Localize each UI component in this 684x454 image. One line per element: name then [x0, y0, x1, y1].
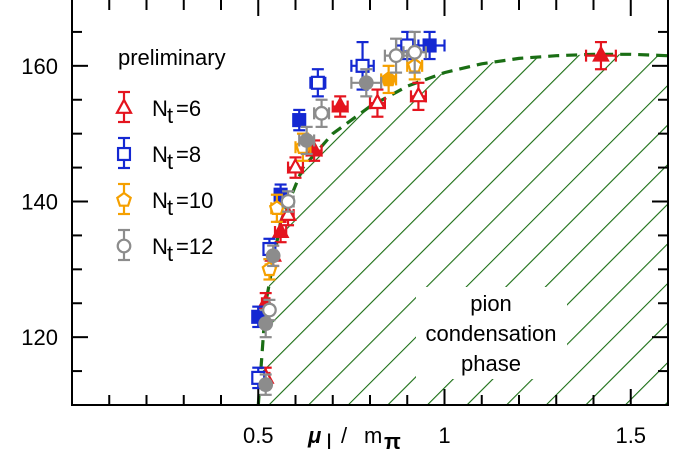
marker-pentagon — [116, 191, 132, 207]
data-point — [280, 190, 296, 213]
data-point — [350, 68, 383, 98]
legend-label-main: N — [152, 188, 168, 213]
data-point — [584, 40, 617, 71]
legend-title: preliminary — [118, 45, 226, 70]
data-points-layer — [251, 30, 617, 396]
marker-circle — [116, 238, 132, 254]
legend-label-sub: t — [167, 195, 173, 220]
marker-square — [116, 146, 132, 162]
legend-label-main: N — [152, 96, 168, 121]
x-label-m-sub: π — [384, 429, 401, 454]
axis-ticks — [72, 0, 668, 405]
x-label-slash: / — [341, 423, 348, 448]
y-tick-label: 120 — [21, 325, 58, 350]
annotation-background — [416, 287, 567, 379]
legend-label-sub: t — [167, 149, 173, 174]
marker-triangle — [592, 45, 610, 62]
phase-region-layer — [256, 52, 668, 405]
marker-circle — [258, 377, 274, 393]
marker-square — [422, 38, 437, 53]
x-label-m: m — [364, 423, 382, 448]
marker-circle — [280, 194, 296, 209]
marker-square — [292, 113, 307, 128]
series-nt-8 — [251, 30, 446, 390]
marker-square — [355, 58, 370, 73]
plot-frame — [71, 0, 669, 406]
data-point — [262, 298, 277, 322]
x-label-mu-sub: I — [326, 429, 332, 454]
data-point — [258, 373, 274, 396]
marker-circle — [314, 105, 329, 121]
marker-triangle — [115, 97, 133, 114]
annotation-line-2: condensation — [426, 321, 557, 346]
data-point — [265, 244, 281, 268]
annotation-line-3: phase — [461, 351, 521, 376]
data-point — [331, 95, 350, 118]
legend-label-main: N — [152, 142, 168, 167]
legend-label-sub: t — [167, 241, 173, 266]
marker-pentagon — [380, 71, 397, 87]
y-tick-label: 160 — [21, 54, 58, 79]
marker-circle — [388, 48, 404, 64]
marker-circle — [407, 44, 423, 60]
marker-circle — [265, 248, 281, 264]
y-tick-label: 140 — [21, 190, 58, 215]
x-tick-label: 0.5 — [243, 423, 274, 448]
annotation-line-1: pion — [470, 291, 512, 316]
marker-circle — [358, 75, 374, 91]
legend-label-main: N — [152, 234, 168, 259]
phase-annotation: pion condensation phase — [426, 291, 557, 376]
series-nt-12 — [258, 30, 427, 396]
marker-circle — [262, 302, 277, 318]
legend-label-value: =12 — [176, 234, 213, 259]
data-point — [286, 156, 305, 179]
x-tick-label: 1.5 — [615, 423, 646, 448]
marker-triangle — [271, 221, 290, 238]
data-point — [292, 108, 307, 132]
x-tick-label: 1 — [438, 423, 450, 448]
data-point — [402, 30, 427, 74]
marker-triangle — [409, 86, 428, 103]
legend-label-value: =8 — [176, 142, 201, 167]
marker-triangle — [368, 92, 387, 110]
marker-circle — [299, 133, 315, 148]
marker-triangle — [286, 157, 305, 174]
x-label-mu: μ — [307, 423, 321, 448]
data-point — [313, 98, 331, 128]
legend-label-value: =6 — [176, 96, 201, 121]
data-point — [368, 88, 387, 118]
data-point — [409, 81, 428, 112]
data-point — [380, 64, 398, 95]
x-axis-label: μ I / m π — [307, 423, 401, 454]
marker-triangle — [279, 204, 297, 221]
legend-label-sub: t — [167, 103, 173, 128]
phase-boundary-line — [256, 52, 668, 405]
marker-triangle — [331, 96, 350, 113]
marker-square — [310, 75, 325, 90]
data-point — [298, 125, 316, 156]
legend-label-value: =10 — [176, 188, 213, 213]
data-point — [309, 68, 327, 98]
data-point — [268, 193, 285, 223]
